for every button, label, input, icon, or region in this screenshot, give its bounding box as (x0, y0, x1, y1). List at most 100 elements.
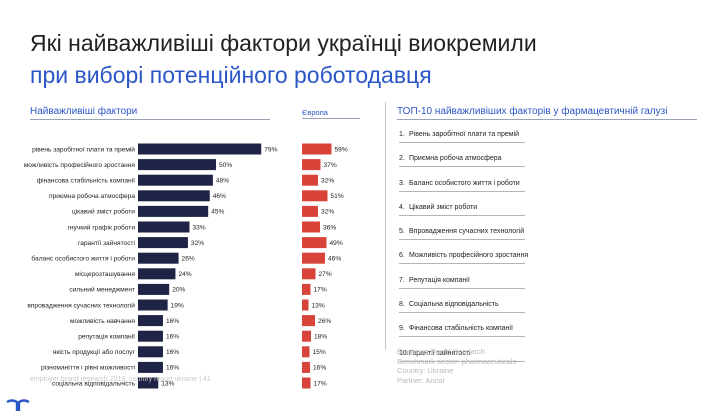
ukraine-bar (138, 221, 190, 233)
europe-value-label: 32% (321, 209, 334, 216)
column-divider (385, 102, 386, 350)
list-item-number: 2. (399, 155, 405, 163)
category-label: впровадження сучасних технологій (27, 301, 135, 309)
right-section-title: ТОП-10 найважливіших факторів у фармацев… (397, 106, 668, 117)
list-item-number: 5. (399, 228, 405, 236)
list-divider (399, 336, 525, 338)
europe-value-label: 36% (323, 224, 336, 231)
info-line: Benchmark sector: pharmaceuticals (397, 356, 517, 366)
list-item-label: Рівень заробітної плати та премій (409, 131, 520, 138)
page-subtitle: при виборі потенційного роботодавця (30, 62, 432, 88)
ukraine-bar (138, 190, 210, 202)
europe-value-label: 13% (312, 302, 325, 309)
ukraine-value-label: 50% (219, 162, 232, 169)
right-title-underline (397, 119, 697, 120)
europe-bar (302, 174, 318, 186)
ukraine-value-label: 26% (182, 256, 195, 263)
europe-value-label: 18% (314, 334, 327, 341)
list-item: 7. Репутація компанії (399, 277, 528, 301)
category-label: баланс особистого життя і роботи (31, 255, 135, 263)
list-item-label: Баланс особистого життя і роботи (409, 179, 520, 187)
list-item-label: Приємна робоча атмосфера (409, 155, 502, 163)
ukraine-value-label: 32% (191, 240, 204, 247)
europe-bar (302, 361, 310, 373)
europe-bar (302, 330, 311, 342)
ukraine-bar (138, 377, 159, 389)
ukraine-bar (138, 330, 163, 342)
ukraine-bar (138, 205, 209, 217)
europe-bar (302, 221, 320, 233)
category-label: гнучкий графік роботи (67, 223, 135, 231)
europe-label: Європа (302, 108, 328, 117)
list-item: 5. Впровадження сучасних технологій (399, 228, 528, 252)
left-title-underline (30, 119, 270, 120)
europe-value-label: 16% (313, 365, 326, 372)
list-item: 8. Соціальна відповідальність (399, 301, 528, 325)
ukraine-bar (138, 143, 262, 155)
ukraine-bar (138, 299, 168, 311)
ukraine-bar (138, 252, 179, 264)
ukraine-bar (138, 174, 213, 186)
europe-value-label: 27% (319, 271, 332, 278)
europe-value-label: 59% (335, 146, 348, 153)
ukraine-value-label: 20% (172, 287, 185, 294)
list-item: 4. Цікавий зміст роботи (399, 204, 528, 228)
page-title: Які найважливіші фактори українці виокре… (30, 30, 537, 56)
list-item-number: 6. (399, 252, 405, 260)
category-label: фінансова стабільність компанії (37, 177, 135, 185)
europe-bar (302, 283, 311, 295)
ukraine-value-label: 16% (166, 349, 179, 356)
list-item-number: 7. (399, 276, 405, 284)
europe-value-label: 51% (331, 193, 344, 200)
europe-bar (302, 315, 315, 327)
list-divider (399, 360, 525, 362)
category-label: можливість навчання (70, 317, 136, 325)
europe-bar (302, 159, 321, 171)
footer-text: employer brand research 2019, country re… (30, 376, 211, 383)
europe-bar (302, 252, 325, 264)
category-label: приємна робоча атмосфера (49, 192, 135, 200)
ukraine-bar (138, 346, 163, 358)
ukraine-value-label: 46% (213, 193, 226, 200)
list-item-label: Впровадження сучасних технологій (409, 228, 525, 236)
list-item: 1. Рівень заробітної плати та премій (399, 131, 528, 155)
ukraine-value-label: 45% (211, 209, 224, 216)
ukraine-value-label: 24% (178, 271, 191, 278)
category-label: рівень заробітної плати та премій (32, 145, 135, 153)
europe-bar (302, 190, 328, 202)
list-item-number: 9. (399, 325, 405, 333)
ukraine-value-label: 79% (264, 146, 277, 153)
list-item-number: 8. (399, 301, 405, 309)
list-item: 9. Фінансова стабільність компанії (399, 325, 528, 349)
category-label: гарантії зайнятості (78, 239, 136, 247)
ukraine-value-label: 48% (216, 178, 229, 185)
ukraine-value-label: 13% (161, 380, 174, 387)
info-line: Country: Ukraine (397, 366, 454, 375)
list-item-label: Фінансова стабільність компанії (409, 325, 513, 333)
category-label: сильний менеджмент (69, 286, 135, 294)
list-item: 10. Гарантії зайнятості (399, 350, 528, 374)
list-divider (399, 190, 525, 192)
ukraine-value-label: 33% (192, 224, 205, 231)
list-divider (399, 287, 525, 289)
europe-bar (302, 299, 309, 311)
ukraine-bar (138, 315, 163, 327)
category-label: різноманіття і рівні можливості (41, 364, 136, 372)
category-label: цікавий зміст роботи (72, 208, 135, 216)
list-item-label: Соціальна відповідальність (409, 301, 499, 309)
europe-value-label: 15% (313, 349, 326, 356)
list-divider (399, 166, 525, 168)
europe-bar (302, 205, 318, 217)
list-item-label: Можливість професійного зростання (409, 252, 529, 260)
europe-value-label: 17% (314, 380, 327, 387)
left-section-title: Найважливіші фактори (30, 106, 138, 117)
ukraine-value-label: 16% (166, 365, 179, 372)
category-label: репутація компанії (78, 333, 135, 341)
list-item-number: 3. (399, 179, 405, 187)
category-label: місцерозташування (75, 270, 136, 278)
list-item-number: 10. (399, 349, 409, 357)
list-divider (399, 214, 525, 216)
europe-value-label: 17% (314, 287, 327, 294)
category-label: якість продукції або послуг (53, 348, 136, 356)
